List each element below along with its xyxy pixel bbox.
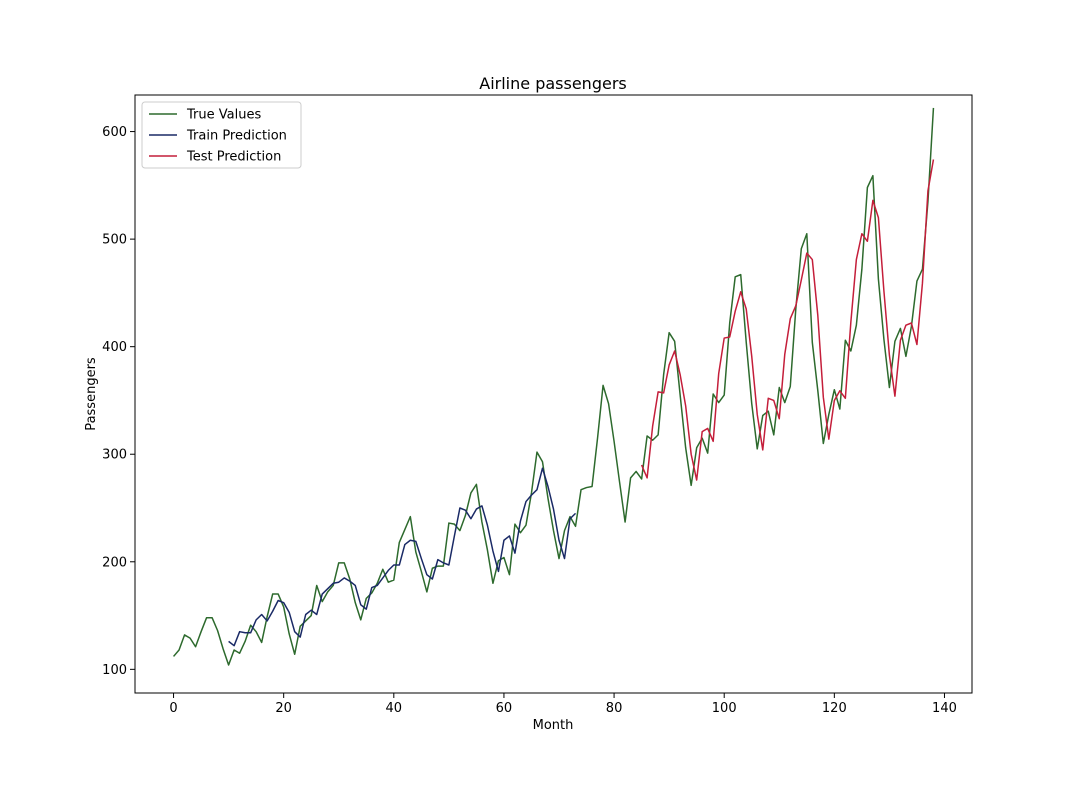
y-tick-label: 200 — [102, 555, 127, 570]
x-tick-label: 60 — [496, 701, 513, 716]
x-tick-label: 80 — [606, 701, 623, 716]
x-tick-label: 100 — [712, 701, 737, 716]
y-axis: 100 200 300 400 500 600 — [102, 125, 135, 678]
y-tick-label: 600 — [102, 125, 127, 140]
series-line-train-prediction — [228, 467, 577, 647]
y-tick-label: 400 — [102, 340, 127, 355]
legend-label: True Values — [186, 108, 261, 123]
x-axis-label: Month — [533, 718, 574, 733]
series-layer — [172, 107, 935, 666]
x-tick-label: 0 — [169, 701, 177, 716]
x-tick-label: 120 — [822, 701, 847, 716]
plot-frame — [134, 94, 973, 694]
legend: True Values Train Prediction Test Predicti… — [141, 101, 302, 169]
chart-title: Airline passengers — [479, 74, 626, 93]
y-tick-label: 100 — [102, 663, 127, 678]
legend-box — [141, 101, 302, 169]
x-axis: 0 20 40 60 80 100 120 140 — [169, 693, 957, 716]
y-axis-label: Passengers — [84, 357, 99, 431]
x-tick-label: 140 — [932, 701, 957, 716]
x-tick-label: 20 — [275, 701, 292, 716]
x-tick-label: 40 — [386, 701, 403, 716]
y-tick-label: 500 — [102, 233, 127, 248]
series-line-true-values — [172, 107, 935, 666]
legend-label: Test Prediction — [186, 150, 281, 165]
series-line-test-prediction — [640, 159, 935, 481]
y-tick-label: 300 — [102, 448, 127, 463]
legend-label: Train Prediction — [186, 129, 287, 144]
